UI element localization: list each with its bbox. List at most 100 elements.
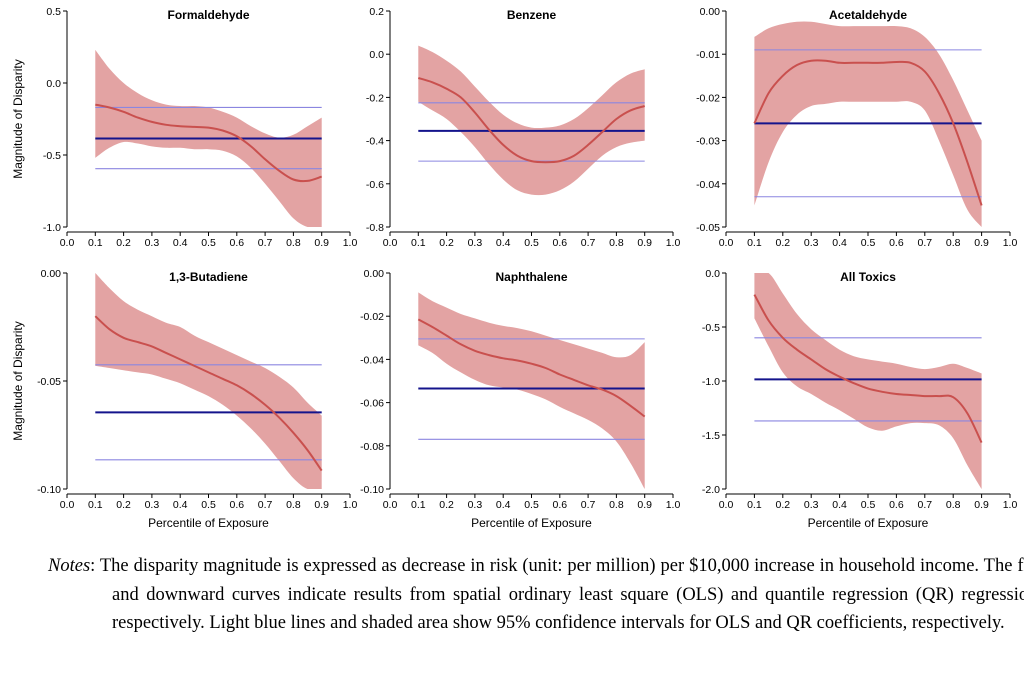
x-tick-label: 0.5 [201,237,216,249]
x-tick-label: 1.0 [343,237,358,249]
y-axis-label: Magnitude of Disparity [11,59,25,178]
x-tick-label: 0.5 [524,499,539,511]
y-tick-label: -0.02 [696,92,720,104]
x-tick-label: 0.1 [88,237,103,249]
x-tick-label: 0.8 [286,499,301,511]
x-tick-label: 0.4 [496,237,511,249]
panel-4: 0.0 0.1 0.2 0.3 0.4 0.5 0.6 0.7 0.8 0.9 1.0 0.00 -0.… [11,268,357,530]
panel-title: All Toxics [840,270,896,284]
y-tick-label: -0.6 [366,179,384,191]
x-tick-label: 0.0 [60,237,75,249]
x-tick-label: 0.8 [609,237,624,249]
x-tick-label: 0.8 [286,237,301,249]
x-tick-label: 0.6 [229,237,244,249]
y-tick-label: -0.06 [360,398,384,410]
x-tick-label: 1.0 [1003,237,1018,249]
x-tick-label: 0.3 [145,499,160,511]
x-tick-label: 0.0 [719,499,734,511]
x-tick-label: 0.0 [383,237,398,249]
plot-area [753,21,983,227]
qr-confidence-band [418,292,645,489]
y-tick-label: -0.04 [696,179,720,191]
y-tick-label: -0.10 [360,484,384,496]
plot-area [753,273,983,489]
x-axis-label: Percentile of Exposure [148,516,269,530]
x-tick-label: 0.6 [552,499,567,511]
y-tick-label: -0.01 [696,49,720,61]
qr-curve [417,318,646,418]
y-tick-label: -0.02 [360,311,384,323]
panel-6: 0.0 0.1 0.2 0.3 0.4 0.5 0.6 0.7 0.8 0.9 1.0 0.0 -0.5… [702,268,1018,530]
y-axis-label: Magnitude of Disparity [11,321,25,440]
x-tick-label: 0.8 [946,237,961,249]
qr-confidence-band [418,45,645,196]
x-tick-label: 0.1 [747,499,762,511]
plot-area [94,273,323,489]
y-tick-label: 0.5 [46,6,61,18]
x-tick-label: 0.8 [609,499,624,511]
qr-confidence-band [95,273,322,489]
panel-5: 0.0 0.1 0.2 0.3 0.4 0.5 0.6 0.7 0.8 0.9 1.0 0.00 -0.… [360,268,680,530]
x-tick-label: 1.0 [343,499,358,511]
panel-1: 0.0 0.1 0.2 0.3 0.4 0.5 0.6 0.7 0.8 0.9 1.0 0.5 0.0 -… [11,6,357,249]
x-tick-label: 0.3 [468,237,483,249]
y-tick-label: -2.0 [702,484,720,496]
x-axis-label: Percentile of Exposure [808,516,929,530]
panel-3: 0.0 0.1 0.2 0.3 0.4 0.5 0.6 0.7 0.8 0.9 1.0 0.00 -0.… [696,6,1017,249]
qr-curve [94,315,323,472]
y-tick-label: -0.2 [366,92,384,104]
x-tick-label: 0.4 [496,499,511,511]
x-tick-label: 0.9 [314,499,329,511]
y-tick-label: -0.05 [37,376,61,388]
x-tick-label: 1.0 [666,499,681,511]
x-tick-label: 0.5 [524,237,539,249]
panel-title: Naphthalene [495,270,567,284]
qr-curve [418,77,646,164]
y-tick-label: 0.0 [705,268,720,280]
y-tick-label: -0.08 [360,441,384,453]
panel-title: Benzene [507,8,557,22]
y-tick-label: -1.0 [43,222,61,234]
x-tick-label: 0.2 [116,499,131,511]
x-tick-label: 0.1 [88,499,103,511]
y-tick-label: -0.03 [696,136,720,148]
x-tick-label: 0.2 [439,237,454,249]
x-tick-label: 0.2 [116,237,131,249]
x-tick-label: 0.0 [60,499,75,511]
x-tick-label: 0.7 [917,237,932,249]
y-tick-label: -0.5 [43,150,61,162]
x-tick-label: 0.2 [775,237,790,249]
x-tick-label: 0.4 [832,237,847,249]
x-axis-label: Percentile of Exposure [471,516,592,530]
x-tick-label: 0.9 [314,237,329,249]
x-tick-label: 0.0 [383,499,398,511]
x-tick-label: 0.4 [173,237,188,249]
x-tick-label: 0.2 [439,499,454,511]
x-tick-label: 0.7 [581,237,596,249]
panel-2: 0.0 0.1 0.2 0.3 0.4 0.5 0.6 0.7 0.8 0.9 1.0 0.2 0.0 -… [366,6,681,249]
x-tick-label: 0.3 [804,499,819,511]
x-tick-label: 0.6 [889,237,904,249]
y-tick-label: -0.10 [37,484,61,496]
notes-label: Notes [48,556,91,576]
x-tick-label: 0.9 [974,237,989,249]
panel-title: Acetaldehyde [829,8,907,22]
y-tick-label: 0.00 [41,268,62,280]
y-tick-label: 0.2 [369,6,384,18]
plot-area [95,49,323,227]
plot-area [417,292,646,489]
x-tick-label: 0.4 [832,499,847,511]
notes-text: : The disparity magnitude is expressed a… [90,556,1024,633]
y-tick-label: 0.0 [369,49,384,61]
x-tick-label: 0.1 [747,237,762,249]
x-tick-label: 0.7 [581,499,596,511]
x-tick-label: 0.5 [201,499,216,511]
panel-title: Formaldehyde [167,8,249,22]
y-tick-label: -1.0 [702,376,720,388]
x-tick-label: 0.7 [258,237,273,249]
panel-title: 1,3-Butadiene [169,270,248,284]
y-tick-label: -1.5 [702,430,720,442]
x-tick-label: 0.6 [552,237,567,249]
qr-curve [95,103,323,183]
chart-figure: 0.0 0.1 0.2 0.3 0.4 0.5 0.6 0.7 0.8 0.9 1.0 0.5 0.0 -… [11,6,1018,530]
